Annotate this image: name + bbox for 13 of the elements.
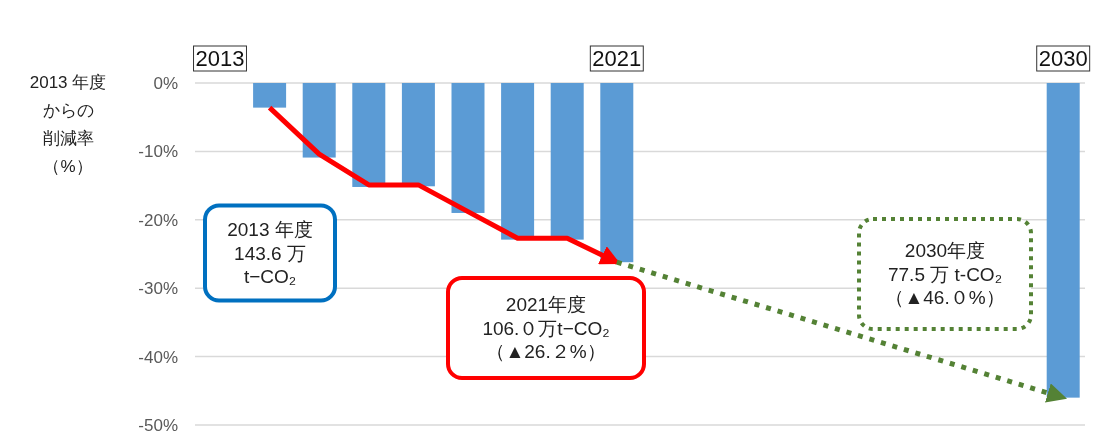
y-tick-label: -20% [138, 210, 178, 230]
annotation: 2030年度 77.5 万 t-CO₂ （▲46.０%） [885, 239, 1005, 309]
x-tick-label: 2013 [195, 46, 245, 71]
y-axis-title: 2013 年度からの削減率（%） [29, 73, 107, 176]
y-tick-label: -40% [138, 347, 178, 367]
annotation: 2021年度 106.０万t−CO₂ （▲26.２%） [482, 293, 610, 363]
y-tick-label: 0% [153, 74, 178, 93]
x-tick-label: 2030 [1038, 46, 1088, 71]
y-tick-label: -30% [138, 279, 178, 299]
y-tick-label: -10% [138, 142, 178, 162]
annotation: 2013 年度 143.6 万 t−CO₂ [227, 218, 313, 288]
x-tick-label: 2021 [592, 46, 642, 71]
y-tick-label: -50% [138, 416, 178, 435]
